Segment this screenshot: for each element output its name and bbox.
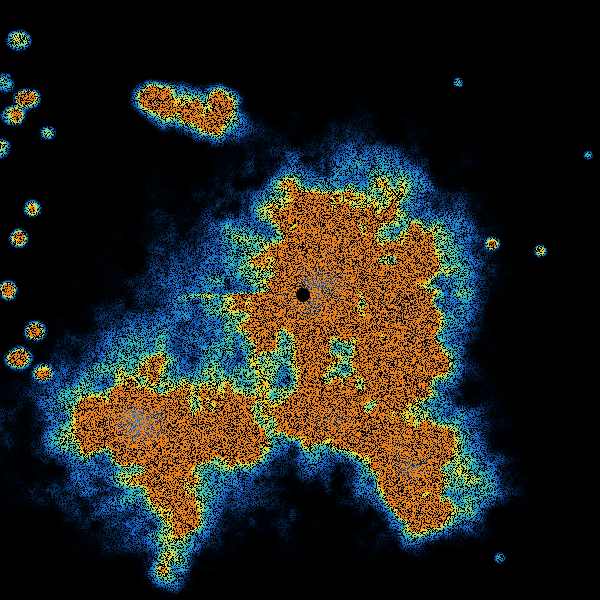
- visualization-root: [0, 0, 600, 600]
- density-heatmap-canvas: [0, 0, 600, 600]
